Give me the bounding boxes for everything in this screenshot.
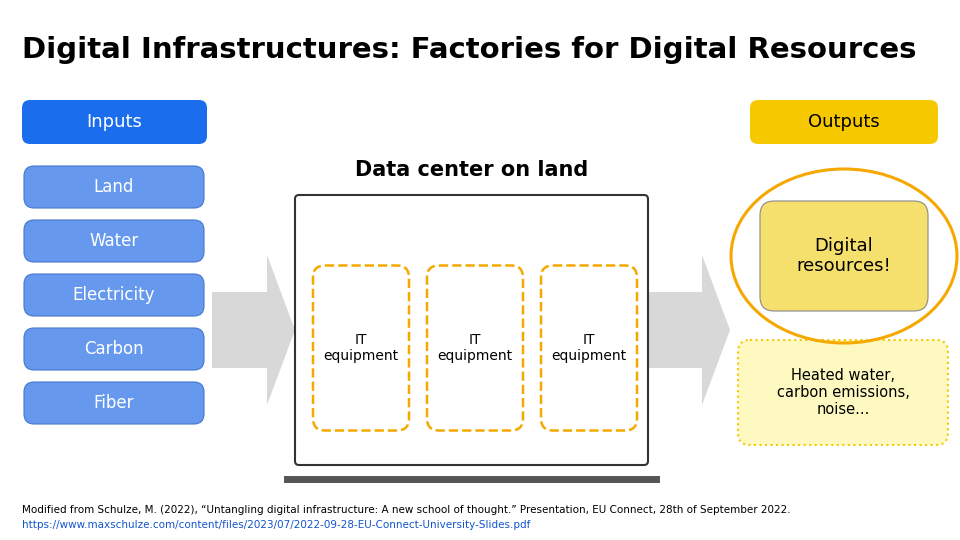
Text: IT
equipment: IT equipment — [438, 333, 513, 363]
FancyBboxPatch shape — [24, 328, 204, 370]
FancyBboxPatch shape — [24, 382, 204, 424]
FancyBboxPatch shape — [22, 100, 207, 144]
Text: Water: Water — [89, 232, 138, 250]
Text: Data center on land: Data center on land — [355, 160, 588, 180]
Text: Carbon: Carbon — [84, 340, 144, 358]
Text: Heated water,
carbon emissions,
noise...: Heated water, carbon emissions, noise... — [777, 368, 909, 417]
Text: IT
equipment: IT equipment — [324, 333, 398, 363]
Text: Electricity: Electricity — [73, 286, 156, 304]
Text: Modified from Schulze, M. (2022), “Untangling digital infrastructure: A new scho: Modified from Schulze, M. (2022), “Untan… — [22, 505, 791, 515]
FancyBboxPatch shape — [295, 195, 648, 465]
FancyBboxPatch shape — [24, 166, 204, 208]
Text: Fiber: Fiber — [94, 394, 134, 412]
FancyBboxPatch shape — [24, 274, 204, 316]
Polygon shape — [648, 255, 730, 405]
FancyBboxPatch shape — [760, 201, 928, 311]
Text: Outputs: Outputs — [808, 113, 880, 131]
Text: Land: Land — [94, 178, 134, 196]
Text: IT
equipment: IT equipment — [551, 333, 627, 363]
FancyBboxPatch shape — [750, 100, 938, 144]
Text: Inputs: Inputs — [86, 113, 142, 131]
FancyBboxPatch shape — [24, 220, 204, 262]
Polygon shape — [212, 255, 295, 405]
Text: Digital Infrastructures: Factories for Digital Resources: Digital Infrastructures: Factories for D… — [22, 36, 917, 64]
Text: Digital
resources!: Digital resources! — [797, 237, 892, 275]
FancyBboxPatch shape — [738, 340, 948, 445]
Text: https://www.maxschulze.com/content/files/2023/07/2022-09-28-EU-Connect-Universit: https://www.maxschulze.com/content/files… — [22, 520, 530, 530]
